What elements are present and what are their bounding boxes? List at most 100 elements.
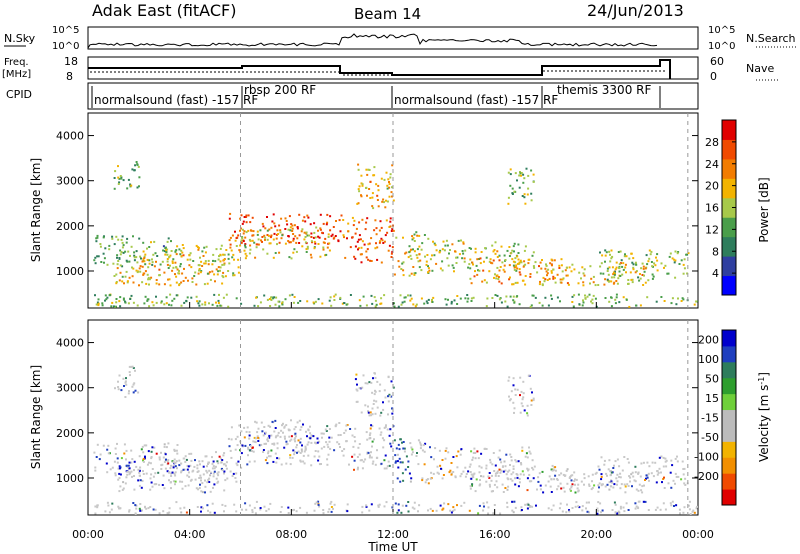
data-cell [285, 424, 287, 426]
data-cell [528, 259, 530, 261]
y-tick-label: 3000 [56, 382, 84, 395]
data-cell [380, 412, 382, 414]
data-cell [318, 243, 320, 245]
data-cell [354, 440, 356, 442]
data-cell [573, 268, 575, 270]
data-cell [426, 254, 428, 256]
velocity-colorbar-segment [722, 346, 736, 362]
data-cell [427, 509, 429, 511]
data-cell [682, 512, 684, 514]
data-cell [147, 266, 149, 268]
data-cell [335, 294, 337, 296]
data-cell [156, 302, 158, 304]
data-cell [254, 441, 256, 443]
data-cell [608, 281, 610, 283]
data-cell [611, 305, 613, 307]
data-cell [126, 271, 128, 273]
data-cell [117, 457, 119, 459]
data-cell [213, 473, 215, 475]
data-cell [380, 434, 382, 436]
data-cell [533, 181, 535, 183]
data-cell [407, 501, 409, 503]
data-cell [380, 297, 382, 299]
data-cell [433, 473, 435, 475]
data-cell [623, 456, 625, 458]
data-cell [640, 304, 642, 306]
data-cell [119, 258, 121, 260]
data-cell [203, 466, 205, 468]
data-cell [360, 238, 362, 240]
data-cell [196, 464, 198, 466]
data-cell [615, 268, 617, 270]
data-cell [294, 433, 296, 435]
data-cell [114, 170, 116, 172]
data-cell [605, 486, 607, 488]
data-cell [185, 300, 187, 302]
data-cell [624, 484, 626, 486]
data-cell [329, 441, 331, 443]
data-cell [577, 490, 579, 492]
data-cell [115, 448, 117, 450]
data-cell [573, 480, 575, 482]
data-cell [97, 235, 99, 237]
data-cell [151, 451, 153, 453]
data-cell [230, 244, 232, 246]
data-cell [134, 169, 136, 171]
data-cell [683, 273, 685, 275]
data-cell [531, 199, 533, 201]
data-cell [377, 185, 379, 187]
data-cell [114, 387, 116, 389]
data-cell [601, 262, 603, 264]
data-cell [271, 221, 273, 223]
data-cell [482, 476, 484, 478]
data-cell [663, 466, 665, 468]
data-cell [129, 462, 131, 464]
data-cell [163, 475, 165, 477]
data-cell [325, 254, 327, 256]
data-cell [576, 479, 578, 481]
data-cell [486, 465, 488, 467]
data-cell [445, 450, 447, 452]
data-cell [389, 443, 391, 445]
data-cell [305, 241, 307, 243]
data-cell [683, 482, 685, 484]
data-cell [243, 427, 245, 429]
data-cell [426, 261, 428, 263]
data-cell [163, 457, 165, 459]
data-cell [365, 169, 367, 171]
data-cell [373, 174, 375, 176]
data-cell [420, 447, 422, 449]
data-cell [499, 298, 501, 300]
data-cell [240, 303, 242, 305]
data-cell [617, 283, 619, 285]
data-cell [527, 469, 529, 471]
data-cell [476, 265, 478, 267]
data-cell [134, 370, 136, 372]
data-cell [371, 197, 373, 199]
data-cell [574, 484, 576, 486]
data-cell [412, 303, 414, 305]
data-cell [313, 222, 315, 224]
data-cell [484, 448, 486, 450]
y-tick-label: 4000 [56, 337, 84, 350]
data-cell [204, 304, 206, 306]
data-cell [510, 478, 512, 480]
data-cell [519, 377, 521, 379]
data-cell [511, 459, 513, 461]
data-cell [561, 258, 563, 260]
data-cell [454, 475, 456, 477]
data-cell [508, 197, 510, 199]
data-cell [223, 463, 225, 465]
data-cell [331, 511, 333, 513]
data-cell [623, 269, 625, 271]
data-cell [149, 506, 151, 508]
data-cell [465, 476, 467, 478]
data-cell [169, 255, 171, 257]
data-cell [603, 284, 605, 286]
data-cell [385, 234, 387, 236]
data-cell [255, 437, 257, 439]
data-cell [488, 506, 490, 508]
data-cell [514, 477, 516, 479]
data-cell [490, 258, 492, 260]
data-cell [518, 252, 520, 254]
